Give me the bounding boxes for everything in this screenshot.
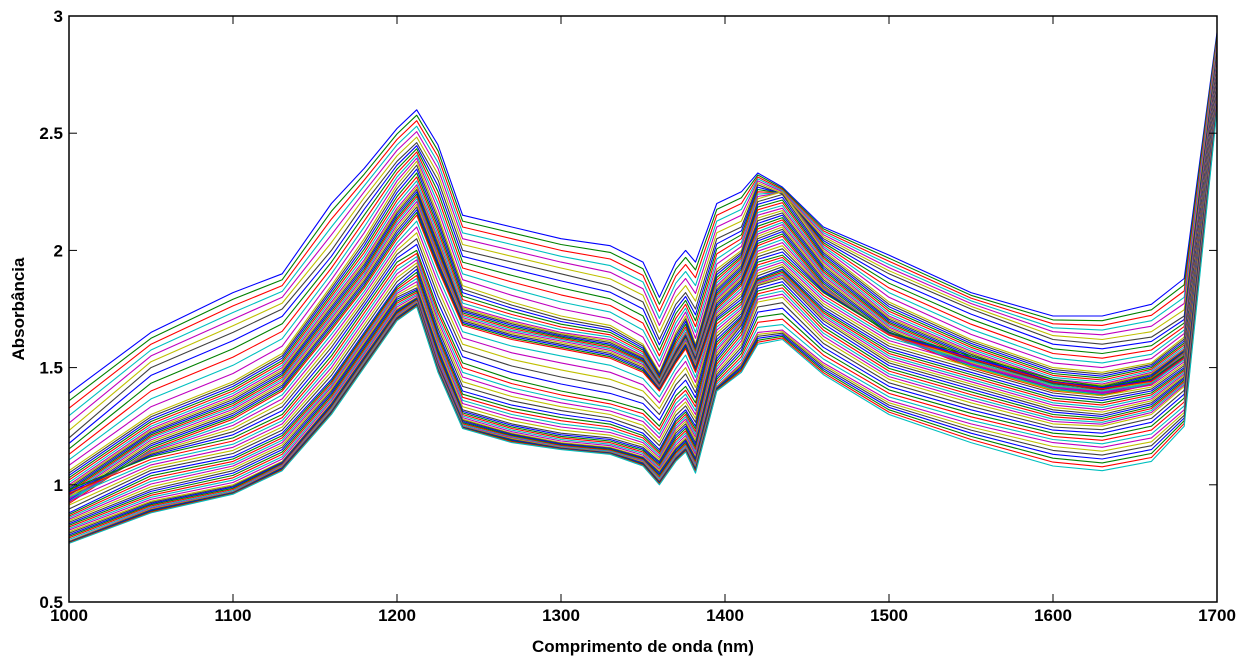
spectrum-line [69, 96, 1217, 541]
y-tick-label: 3 [54, 7, 63, 26]
spectrum-line [69, 65, 1217, 481]
spectrum-line [69, 44, 1217, 424]
plot-frame [68, 15, 1218, 603]
x-tick-label: 1400 [706, 606, 744, 625]
spectrum-line [69, 63, 1217, 474]
spectrum-line [69, 60, 1217, 466]
spectrum-line [69, 32, 1217, 394]
spectrum-line [69, 92, 1217, 534]
spectrum-line [69, 55, 1217, 450]
x-tick-label: 1300 [542, 606, 580, 625]
spectrum-line [69, 38, 1217, 409]
y-tick-label: 1.5 [39, 359, 63, 378]
spectrum-line [69, 76, 1217, 495]
spectrum-line [69, 76, 1217, 493]
spectrum-line [69, 89, 1217, 530]
spectrum-line [69, 62, 1217, 472]
spectrum-line [69, 51, 1217, 439]
x-tick-label: 1700 [1198, 606, 1236, 625]
spectrum-line [69, 88, 1217, 528]
x-tick-label: 1600 [1034, 606, 1072, 625]
spectrum-line [69, 85, 1217, 522]
spectrum-line [69, 56, 1217, 455]
spectrum-line [69, 66, 1217, 483]
spectrum-line [69, 83, 1217, 517]
spectrum-line [69, 58, 1217, 461]
spectrum-line [69, 41, 1217, 417]
x-tick-label: 1100 [215, 606, 252, 625]
ticks-layer: 1000 1100 1200 1300 1400 1500 1600 1700 0.5 1 1.5 2… [39, 7, 1236, 625]
spectrum-line [69, 86, 1217, 523]
spectrum-line [69, 93, 1217, 536]
spectrum-line [69, 47, 1217, 431]
spectrum-line [69, 65, 1217, 479]
spectrum-line [69, 80, 1217, 510]
spectrum-line [69, 82, 1217, 515]
spectrum-line [69, 90, 1217, 533]
spectrum-line [69, 87, 1217, 525]
spectrum-line [69, 94, 1217, 537]
series-layer [69, 32, 1217, 544]
y-tick-label: 2.5 [39, 124, 63, 143]
spectrum-line [69, 83, 1217, 519]
x-tick-label: 1200 [378, 606, 416, 625]
spectrum-line [69, 79, 1217, 502]
y-tick-label: 0.5 [39, 593, 63, 612]
x-axis-title: Comprimento de onda (nm) [532, 637, 754, 656]
spectrum-line [69, 53, 1217, 444]
spectrum-line [69, 87, 1217, 526]
spectrum-line [69, 80, 1217, 506]
spectrum-line [69, 74, 1217, 502]
spectrum-line [69, 64, 1217, 476]
x-tick-label: 1000 [50, 606, 88, 625]
spectrum-line [69, 76, 1217, 491]
spectrum-line [69, 74, 1217, 505]
spectrum-line [69, 35, 1217, 402]
spectrum-line [69, 95, 1217, 539]
spectrum-line [69, 78, 1217, 498]
y-tick-label: 1 [54, 476, 63, 495]
y-tick-label: 2 [54, 241, 63, 260]
spectrum-line [69, 109, 1217, 544]
spectrum-line [69, 77, 1217, 494]
x-tick-label: 1500 [870, 606, 908, 625]
y-axis-title: Absorbância [9, 257, 28, 361]
spectrum-line [69, 84, 1217, 520]
spectrum-line [69, 81, 1217, 514]
spectrum-line [69, 90, 1217, 531]
